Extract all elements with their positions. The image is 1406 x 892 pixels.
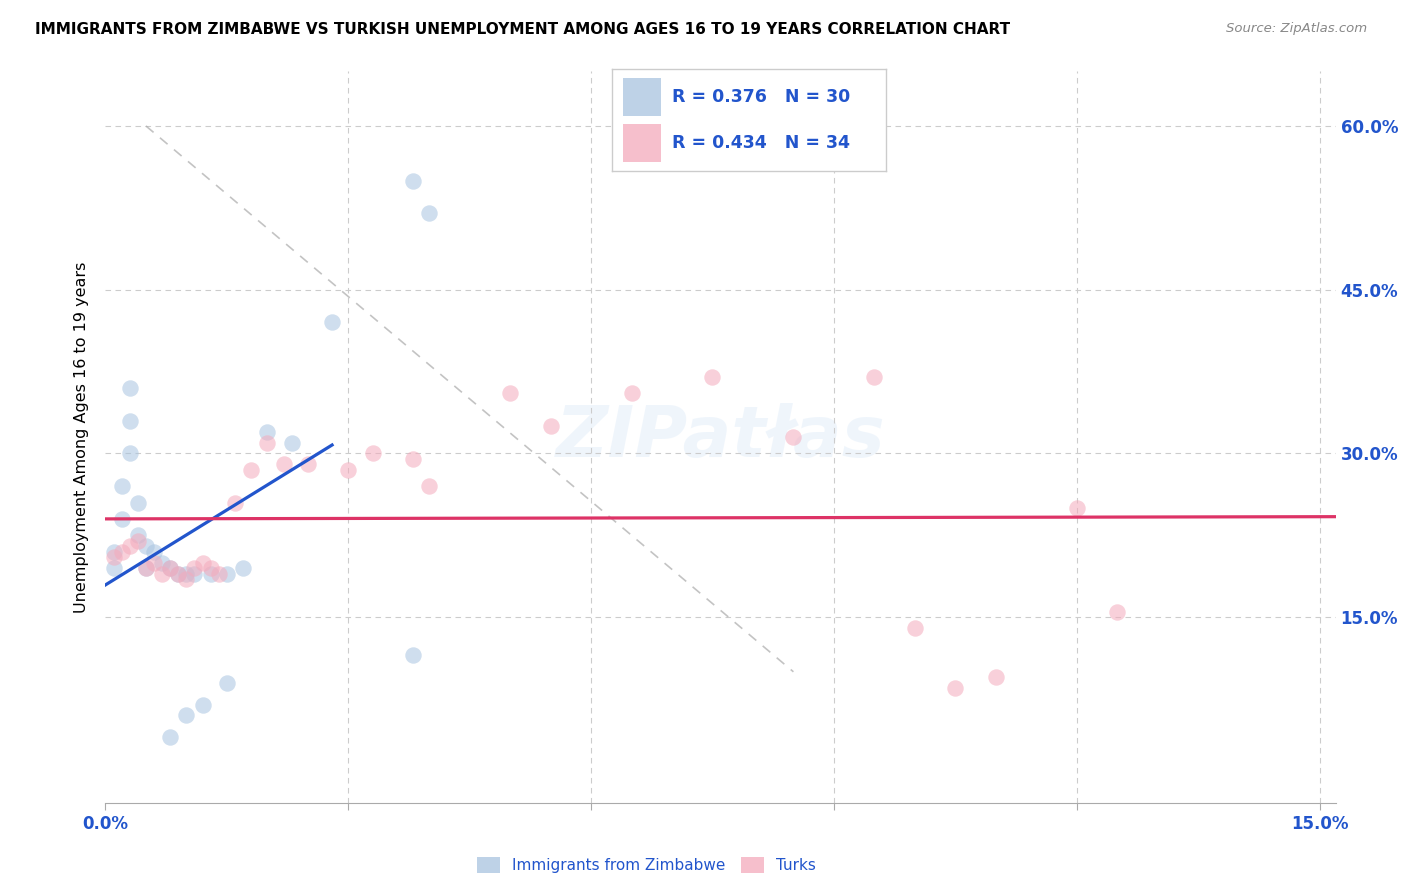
Point	[256, 425, 278, 439]
Point	[224, 495, 246, 509]
Point	[200, 561, 222, 575]
Point	[176, 708, 198, 723]
Text: R = 0.434   N = 34: R = 0.434 N = 34	[672, 134, 851, 152]
Point	[984, 670, 1007, 684]
Point	[1107, 605, 1129, 619]
Point	[183, 566, 205, 581]
Point	[127, 528, 149, 542]
Point	[1066, 501, 1088, 516]
Point	[620, 386, 643, 401]
Point	[418, 206, 440, 220]
Point	[127, 533, 149, 548]
Point	[215, 675, 238, 690]
Point	[167, 566, 190, 581]
Point	[215, 566, 238, 581]
Point	[402, 173, 425, 187]
Point	[176, 572, 198, 586]
Point	[111, 512, 134, 526]
Point	[103, 545, 125, 559]
Point	[540, 419, 562, 434]
Point	[135, 539, 157, 553]
Point	[418, 479, 440, 493]
Point	[111, 479, 134, 493]
Point	[143, 556, 166, 570]
Point	[200, 566, 222, 581]
Legend: Immigrants from Zimbabwe, Turks: Immigrants from Zimbabwe, Turks	[471, 851, 823, 880]
Point	[702, 370, 724, 384]
Point	[103, 550, 125, 565]
Text: Source: ZipAtlas.com: Source: ZipAtlas.com	[1226, 22, 1367, 36]
Bar	[623, 78, 661, 116]
Point	[402, 451, 425, 466]
Point	[321, 315, 343, 329]
Bar	[623, 124, 661, 162]
Point	[256, 435, 278, 450]
Point	[118, 414, 141, 428]
Point	[904, 621, 927, 635]
Point	[232, 561, 254, 575]
Point	[361, 446, 384, 460]
Point	[240, 463, 263, 477]
Point	[191, 556, 214, 570]
Point	[150, 556, 173, 570]
Point	[167, 566, 190, 581]
Point	[127, 495, 149, 509]
Point	[118, 381, 141, 395]
Point	[782, 430, 804, 444]
Point	[118, 446, 141, 460]
Point	[143, 545, 166, 559]
Point	[183, 561, 205, 575]
Point	[159, 731, 181, 745]
Point	[159, 561, 181, 575]
Text: R = 0.376   N = 30: R = 0.376 N = 30	[672, 88, 851, 106]
Point	[499, 386, 522, 401]
Point	[176, 566, 198, 581]
Point	[118, 539, 141, 553]
Point	[402, 648, 425, 663]
Point	[863, 370, 886, 384]
Point	[150, 566, 173, 581]
Point	[103, 561, 125, 575]
Point	[135, 561, 157, 575]
Point	[135, 561, 157, 575]
Point	[280, 435, 302, 450]
Point	[297, 458, 319, 472]
Point	[273, 458, 295, 472]
Point	[159, 561, 181, 575]
Text: ZIPatłas: ZIPatłas	[555, 402, 886, 472]
Y-axis label: Unemployment Among Ages 16 to 19 years: Unemployment Among Ages 16 to 19 years	[75, 261, 90, 613]
Point	[191, 698, 214, 712]
Text: IMMIGRANTS FROM ZIMBABWE VS TURKISH UNEMPLOYMENT AMONG AGES 16 TO 19 YEARS CORRE: IMMIGRANTS FROM ZIMBABWE VS TURKISH UNEM…	[35, 22, 1011, 37]
Point	[943, 681, 966, 695]
Point	[337, 463, 360, 477]
Point	[208, 566, 231, 581]
Point	[111, 545, 134, 559]
